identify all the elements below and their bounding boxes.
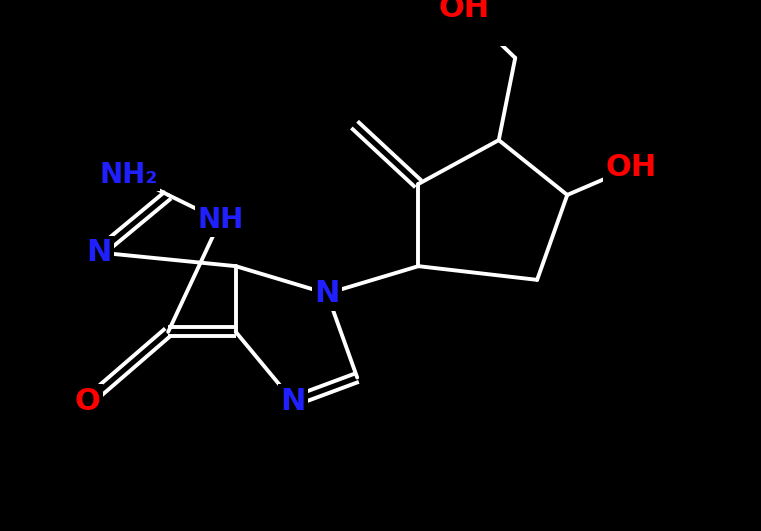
Text: NH₂: NH₂ <box>100 161 158 189</box>
Text: NH: NH <box>197 207 244 235</box>
Text: OH: OH <box>606 153 657 182</box>
Text: OH: OH <box>438 0 489 23</box>
Text: O: O <box>75 387 100 416</box>
Text: N: N <box>281 387 306 416</box>
Text: N: N <box>86 238 111 267</box>
Text: N: N <box>314 279 339 308</box>
